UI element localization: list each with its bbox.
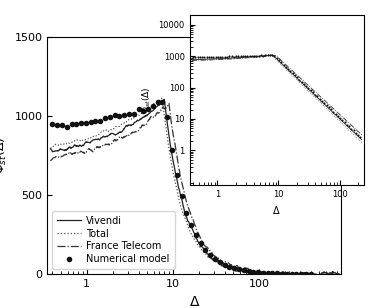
X-axis label: $\Delta$: $\Delta$ [273, 204, 281, 216]
France Telecom [167, 102, 171, 105]
Line: France Telecom: France Telecom [50, 103, 339, 277]
France Telecom [99, 144, 104, 148]
Numerical model [304, 272, 308, 276]
Numerical model [146, 107, 150, 111]
France Telecom [337, 273, 341, 277]
France Telecom [48, 159, 53, 163]
Y-axis label: $\Phi_{st}(\Delta)$: $\Phi_{st}(\Delta)$ [0, 137, 9, 174]
Total [179, 207, 184, 211]
Vivendi [122, 126, 127, 130]
Total [99, 130, 104, 134]
Numerical model [98, 120, 102, 123]
Numerical model [112, 113, 117, 117]
X-axis label: $\Delta$: $\Delta$ [188, 294, 200, 308]
Total [266, 272, 271, 276]
Vivendi [337, 272, 341, 276]
Vivendi [179, 197, 184, 200]
Numerical model [309, 272, 313, 276]
Total [241, 269, 246, 273]
Vivendi [99, 136, 104, 140]
Vivendi [266, 273, 271, 276]
Numerical model [285, 272, 289, 276]
Line: Total: Total [50, 98, 339, 276]
Vivendi [162, 98, 166, 101]
Total [279, 274, 284, 278]
France Telecom [266, 271, 271, 275]
Numerical model [79, 121, 83, 125]
Numerical model [50, 122, 55, 126]
Numerical model [160, 100, 165, 104]
Total [219, 262, 223, 266]
Vivendi [241, 268, 246, 271]
France Telecom [219, 260, 223, 263]
Legend: Vivendi, Total, France Telecom, Numerical model: Vivendi, Total, France Telecom, Numerica… [52, 211, 174, 269]
Vivendi [48, 147, 53, 151]
Line: Numerical model: Numerical model [50, 99, 313, 277]
France Telecom [179, 179, 184, 183]
Total [122, 121, 127, 124]
Total [337, 272, 341, 275]
Y-axis label: $\Phi_{st}(\Delta)$: $\Phi_{st}(\Delta)$ [140, 86, 153, 114]
France Telecom [315, 275, 320, 278]
Total [159, 96, 163, 100]
Total [48, 146, 53, 150]
Vivendi [296, 274, 301, 278]
France Telecom [122, 135, 127, 139]
France Telecom [241, 268, 246, 271]
Vivendi [219, 262, 223, 265]
Line: Vivendi: Vivendi [50, 99, 339, 276]
